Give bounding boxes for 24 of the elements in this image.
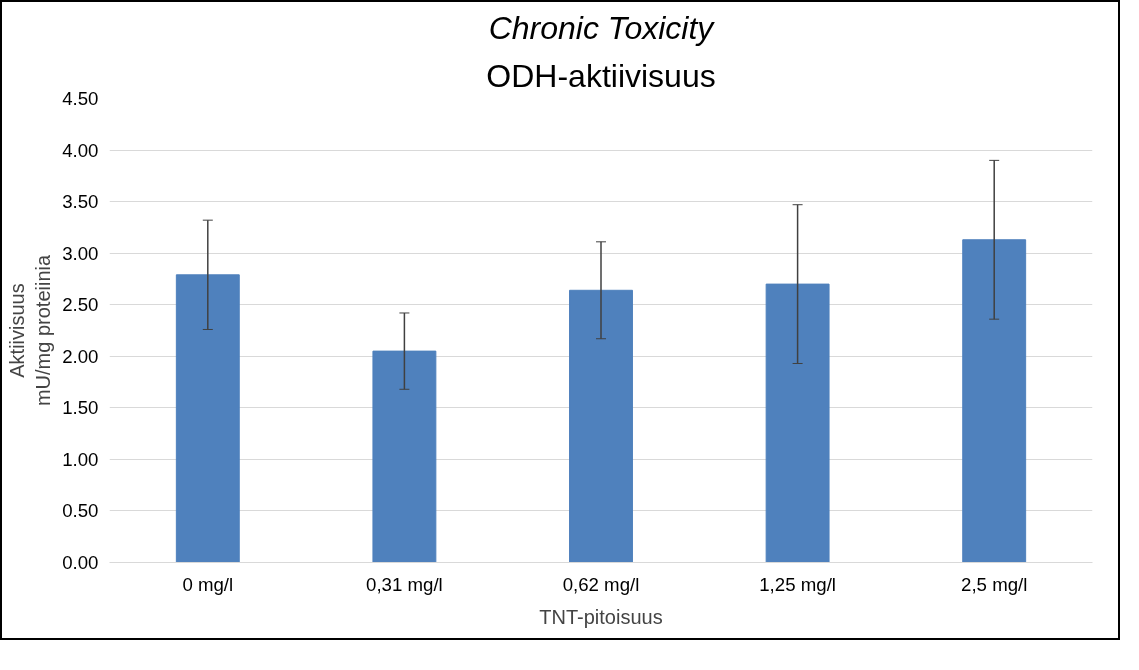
bar <box>372 350 437 563</box>
x-tick-label: 1,25 mg/l <box>759 573 836 595</box>
x-tick-label: 0 mg/l <box>182 573 234 595</box>
y-tick-label: 0.50 <box>62 500 99 522</box>
y-tick-label: 2.00 <box>62 345 99 367</box>
chart-subtitle: ODH-aktiivisuus <box>486 57 716 94</box>
y-tick-label: 3.00 <box>62 242 99 264</box>
x-tick-label: 2,5 mg/l <box>961 573 1028 595</box>
chart-title: Chronic Toxicity <box>488 9 716 46</box>
bar <box>765 283 830 563</box>
y-tick-label: 0.00 <box>62 552 99 573</box>
bar <box>569 289 633 563</box>
x-tick-label: 0,31 mg/l <box>366 573 443 595</box>
x-tick-label: 0,62 mg/l <box>562 573 640 595</box>
y-tick-label: 3.50 <box>62 191 99 213</box>
bar <box>175 274 240 563</box>
y-tick-label: 4.50 <box>62 88 99 109</box>
y-axis-title: Aktiivisuus mU/mg proteiinia <box>5 254 55 407</box>
y-tick-label: 4.00 <box>62 139 99 161</box>
y-tick-label: 1.50 <box>62 397 99 419</box>
bar <box>962 239 1027 563</box>
y-tick-label: 2.50 <box>62 294 99 316</box>
x-axis-title: TNT-pitoisuus <box>539 605 663 628</box>
y-tick-label: 1.00 <box>62 448 99 470</box>
